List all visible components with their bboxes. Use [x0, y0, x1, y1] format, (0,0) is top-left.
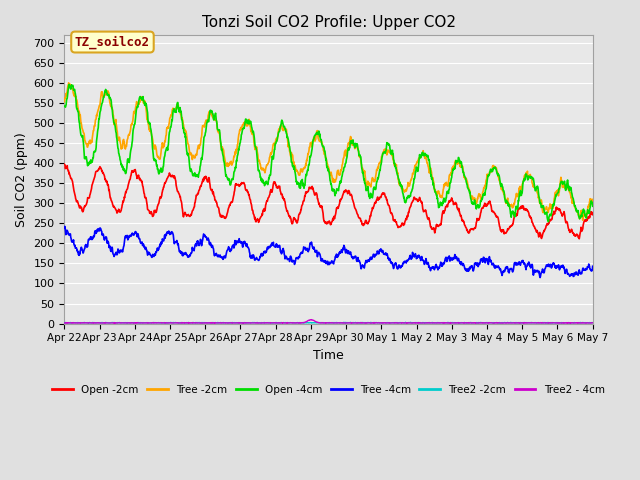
X-axis label: Time: Time	[313, 349, 344, 362]
Title: Tonzi Soil CO2 Profile: Upper CO2: Tonzi Soil CO2 Profile: Upper CO2	[202, 15, 456, 30]
Text: TZ_soilco2: TZ_soilco2	[75, 36, 150, 49]
Y-axis label: Soil CO2 (ppm): Soil CO2 (ppm)	[15, 132, 28, 227]
Legend: Open -2cm, Tree -2cm, Open -4cm, Tree -4cm, Tree2 -2cm, Tree2 - 4cm: Open -2cm, Tree -2cm, Open -4cm, Tree -4…	[48, 381, 609, 399]
